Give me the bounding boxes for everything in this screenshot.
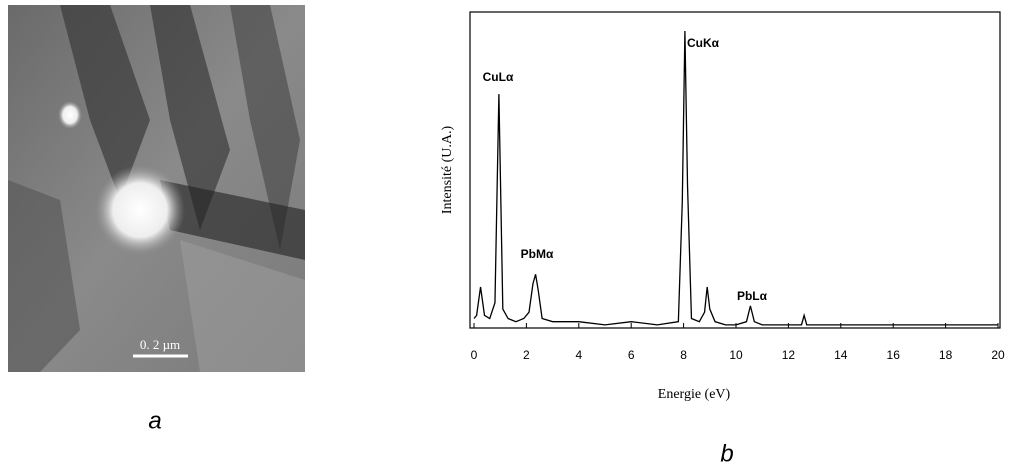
peak-annotation: PbMα bbox=[521, 247, 554, 261]
x-axis-label: Energie (eV) bbox=[658, 387, 731, 402]
x-tick-label: 20 bbox=[991, 348, 1005, 362]
x-tick-label: 16 bbox=[887, 348, 901, 362]
peak-annotation: PbLα bbox=[737, 289, 768, 303]
panel-label: a bbox=[148, 407, 161, 434]
spectrum-line bbox=[473, 30, 998, 326]
peak-annotation: CuKα bbox=[687, 36, 720, 50]
x-tick-label: 2 bbox=[523, 348, 530, 362]
x-tick-label: 8 bbox=[680, 348, 687, 362]
x-tick-label: 12 bbox=[782, 348, 796, 362]
plot-frame bbox=[469, 11, 1001, 329]
panel-label: b bbox=[720, 440, 733, 467]
y-axis-label: Intensité (U.A.) bbox=[440, 126, 455, 215]
x-tick-label: 14 bbox=[834, 348, 848, 362]
x-tick-label: 10 bbox=[729, 348, 743, 362]
x-tick-label: 18 bbox=[939, 348, 953, 362]
x-tick-label: 4 bbox=[575, 348, 582, 362]
x-tick-label: 0 bbox=[471, 348, 478, 362]
x-tick-label: 6 bbox=[628, 348, 635, 362]
scale-bar-label: 0. 2 µm bbox=[140, 337, 180, 352]
micrograph: 0. 2 µm bbox=[8, 5, 305, 372]
peak-annotation: CuLα bbox=[483, 70, 514, 84]
